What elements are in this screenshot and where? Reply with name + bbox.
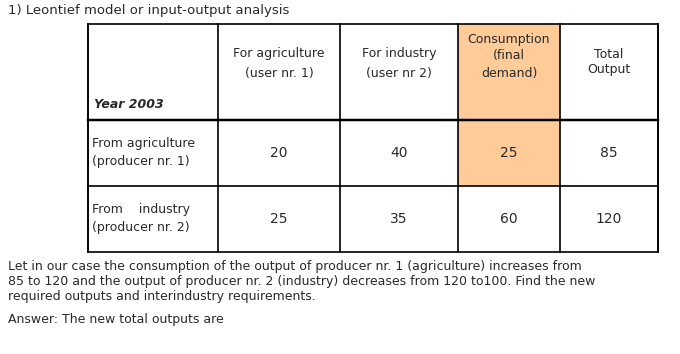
Text: 20: 20	[270, 146, 288, 160]
Text: For industry: For industry	[362, 47, 437, 61]
Text: From    industry: From industry	[92, 204, 190, 217]
Bar	[88, 24, 658, 252]
Text: (final: (final	[493, 50, 525, 63]
Text: demand): demand)	[481, 67, 537, 80]
Text: 120: 120	[596, 212, 622, 226]
Text: Consumption: Consumption	[468, 33, 550, 46]
Text: 85: 85	[600, 146, 618, 160]
Text: (user nr 2): (user nr 2)	[366, 68, 432, 80]
Text: 1) Leontief model or input-output analysis: 1) Leontief model or input-output analys…	[8, 4, 290, 17]
Text: From agriculture: From agriculture	[92, 137, 195, 150]
Text: 25: 25	[270, 212, 288, 226]
Text: 40: 40	[390, 146, 408, 160]
Bar	[458, 120, 560, 186]
Text: Output: Output	[588, 63, 630, 76]
Text: Total: Total	[594, 47, 624, 61]
Text: Answer: The new total outputs are: Answer: The new total outputs are	[8, 313, 224, 326]
Text: (user nr. 1): (user nr. 1)	[245, 68, 313, 80]
Text: (producer nr. 2): (producer nr. 2)	[92, 222, 190, 234]
Text: Year 2003: Year 2003	[94, 97, 164, 110]
Text: For agriculture: For agriculture	[233, 47, 325, 61]
Text: required outputs and interindustry requirements.: required outputs and interindustry requi…	[8, 290, 316, 303]
Text: 60: 60	[500, 212, 517, 226]
Text: 25: 25	[500, 146, 517, 160]
Text: 85 to 120 and the output of producer nr. 2 (industry) decreases from 120 to100. : 85 to 120 and the output of producer nr.…	[8, 275, 596, 288]
Text: (producer nr. 1): (producer nr. 1)	[92, 155, 190, 169]
Text: Let in our case the consumption of the output of producer nr. 1 (agriculture) in: Let in our case the consumption of the o…	[8, 260, 582, 273]
Bar	[458, 24, 560, 120]
Text: 35: 35	[390, 212, 408, 226]
